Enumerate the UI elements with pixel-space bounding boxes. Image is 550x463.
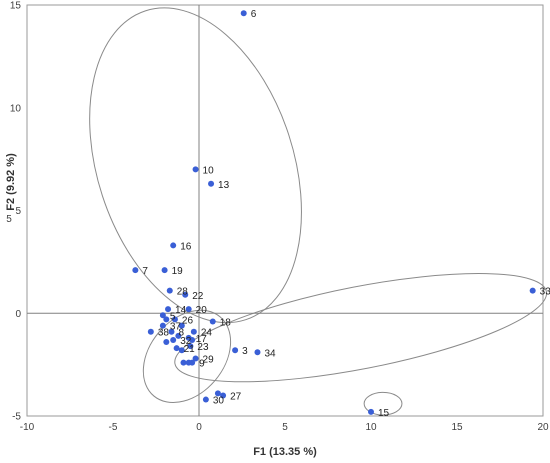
point-15 (368, 408, 374, 415)
point-unlabeled-4 (178, 347, 185, 354)
point-label-8: 8 (178, 328, 184, 339)
point-unlabeled-0 (163, 316, 170, 323)
point-27 (220, 392, 227, 399)
point-32 (170, 336, 177, 343)
point-unlabeled-8 (214, 390, 221, 397)
point-34 (254, 349, 261, 356)
y-axis-label-prefix: 5 (6, 214, 12, 225)
plot-frame (26, 4, 544, 417)
point-unlabeled-5 (180, 359, 187, 366)
point-14 (165, 306, 172, 313)
point-label-16: 16 (180, 241, 192, 252)
point-10 (192, 166, 199, 173)
point-label-23: 23 (197, 342, 209, 353)
point-7 (132, 267, 139, 274)
y-tick-4: 15 (10, 1, 22, 12)
cluster-ellipse-3 (363, 391, 403, 416)
x-tick-4: 10 (365, 422, 377, 433)
point-33 (529, 287, 536, 294)
y-tick-0: -5 (12, 412, 21, 423)
x-tick-2: 0 (196, 422, 202, 433)
y-tick-1: 0 (15, 309, 21, 320)
point-label-18: 18 (220, 317, 232, 328)
point-label-29: 29 (203, 354, 215, 365)
x-tick-0: -10 (20, 422, 35, 433)
point-label-24: 24 (201, 328, 213, 339)
point-label-6: 6 (251, 9, 257, 20)
point-5 (159, 312, 166, 319)
cluster-ellipse-1 (174, 272, 548, 383)
point-label-34: 34 (264, 348, 276, 359)
cluster-ellipse-0 (89, 7, 302, 324)
x-tick-1: -5 (109, 422, 118, 433)
point-30 (202, 396, 209, 403)
point-38 (147, 328, 154, 335)
x-tick-labels: -10 -5 0 5 10 15 20 (20, 422, 549, 433)
point-37 (159, 322, 166, 329)
point-28 (166, 287, 173, 294)
point-unlabeled-3 (163, 339, 170, 346)
point-13 (208, 180, 215, 187)
point-label-7: 7 (142, 266, 148, 277)
data-points (132, 10, 536, 415)
point-label-38: 38 (158, 328, 170, 339)
x-axis-label: F1 (13.35 %) (253, 446, 317, 458)
point-unlabeled-6 (185, 359, 192, 366)
point-24 (190, 328, 197, 335)
y-axis-label: F2 (9.92 %) (5, 153, 17, 211)
point-label-5: 5 (170, 311, 176, 322)
point-26 (171, 316, 178, 323)
point-29 (192, 355, 199, 362)
point-label-26: 26 (182, 315, 194, 326)
point-label-10: 10 (203, 165, 215, 176)
point-6 (240, 10, 247, 17)
x-tick-3: 5 (282, 422, 288, 433)
point-8 (168, 328, 175, 335)
y-tick-labels: -5 0 5 10 15 (10, 1, 22, 423)
point-23 (187, 343, 194, 350)
point-22 (182, 291, 189, 298)
point-label-17: 17 (196, 334, 208, 345)
point-label-37: 37 (170, 322, 182, 333)
point-label-19: 19 (172, 266, 184, 277)
point-label-14: 14 (175, 305, 187, 316)
point-label-15: 15 (378, 408, 390, 419)
point-label-21: 21 (184, 344, 196, 355)
point-unlabeled-1 (178, 322, 185, 329)
x-tick-5: 15 (451, 422, 463, 433)
point-label-3: 3 (242, 346, 248, 357)
point-label-20: 20 (196, 305, 208, 316)
x-tick-6: 20 (537, 422, 549, 433)
point-unlabeled-7 (189, 336, 196, 343)
point-18 (209, 318, 216, 325)
point-21 (173, 345, 180, 352)
point-label-30: 30 (213, 396, 225, 407)
point-3 (232, 347, 239, 354)
point-label-13: 13 (218, 180, 230, 191)
point-16 (170, 242, 177, 249)
y-tick-3: 10 (10, 103, 22, 114)
point-label-32: 32 (180, 336, 192, 347)
point-label-28: 28 (177, 287, 189, 298)
point-20 (185, 306, 192, 313)
point-label-22: 22 (192, 291, 204, 302)
cluster-ellipse-2 (142, 309, 232, 404)
point-label-9: 9 (199, 359, 205, 370)
y-tick-2: 5 (15, 206, 21, 217)
point-19 (161, 267, 168, 274)
point-unlabeled-2 (175, 332, 182, 339)
point-label-33: 33 (540, 287, 550, 298)
cluster-ellipses (89, 7, 548, 416)
point-label-27: 27 (230, 391, 242, 402)
